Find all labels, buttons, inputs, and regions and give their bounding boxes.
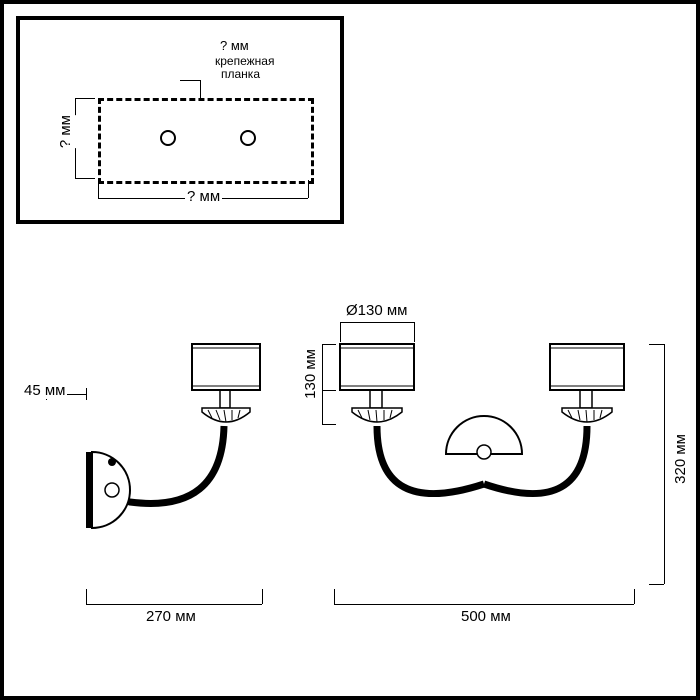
dim-130mm-h: 130 мм <box>300 349 321 399</box>
sconce-front-view <box>322 334 642 594</box>
dim-45mm: 45 мм <box>22 382 67 399</box>
mounting-plate-inset: ? мм крепежная планка ? мм ? мм <box>16 16 344 224</box>
unknown-dim-left: ? мм <box>55 115 76 148</box>
dim-270mm: 270 мм <box>144 608 198 625</box>
unknown-dim-bottom: ? мм <box>185 188 222 205</box>
dim-500mm: 500 мм <box>459 608 513 625</box>
mount-hole-right <box>240 130 256 146</box>
dim-320mm: 320 мм <box>670 434 691 484</box>
sconce-side-view <box>74 334 274 594</box>
mount-hole-left <box>160 130 176 146</box>
mounting-plate-outline <box>98 98 314 184</box>
plate-label-2: планка <box>221 67 260 81</box>
plate-label-1: крепежная <box>215 54 274 68</box>
dim-d130mm: Ø130 мм <box>344 302 410 319</box>
unknown-dim-top: ? мм <box>220 38 249 53</box>
